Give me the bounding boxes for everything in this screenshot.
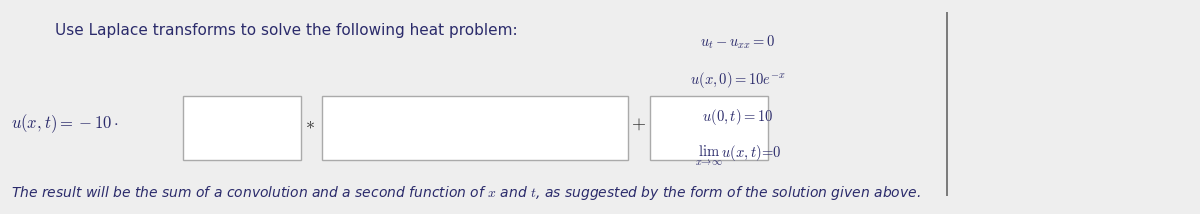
Text: $u(x,t) = -10 \cdot$: $u(x,t) = -10 \cdot$ — [11, 113, 119, 135]
FancyBboxPatch shape — [184, 97, 301, 160]
Text: $+$: $+$ — [631, 115, 646, 133]
Text: $u_t - u_{xx} = 0$: $u_t - u_{xx} = 0$ — [700, 33, 775, 51]
Text: $\lim_{x \to \infty} u(x,t) = 0$: $\lim_{x \to \infty} u(x,t) = 0$ — [695, 144, 781, 168]
Text: Use Laplace transforms to solve the following heat problem:: Use Laplace transforms to solve the foll… — [55, 22, 518, 37]
Text: $*$: $*$ — [305, 115, 316, 133]
FancyBboxPatch shape — [323, 97, 628, 160]
Text: $u(x, 0) = 10e^{-x}$: $u(x, 0) = 10e^{-x}$ — [690, 70, 786, 90]
Text: $u(0, t) = 10$: $u(0, t) = 10$ — [702, 107, 773, 127]
FancyBboxPatch shape — [650, 97, 768, 160]
Text: The result will be the sum of a convolution and a second function of $x$ and $t$: The result will be the sum of a convolut… — [11, 184, 920, 202]
